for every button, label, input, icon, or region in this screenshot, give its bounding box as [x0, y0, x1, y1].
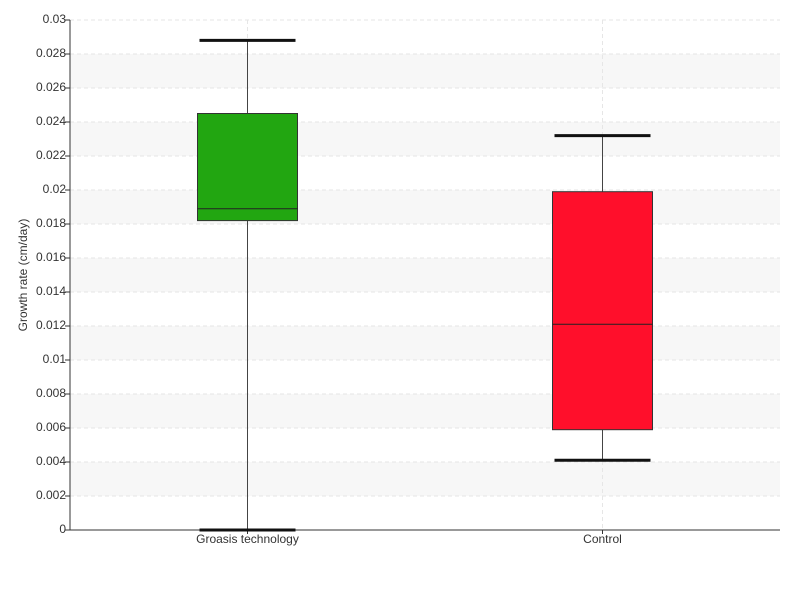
- y-tick-label: 0.004: [36, 454, 66, 468]
- grid-band: [70, 326, 780, 360]
- x-tick-label: Control: [583, 532, 622, 546]
- y-tick-label: 0.012: [36, 318, 66, 332]
- y-tick-label: 0.014: [36, 284, 66, 298]
- grid-band: [70, 462, 780, 496]
- y-tick-label: 0.02: [43, 182, 67, 196]
- grid-band: [70, 394, 780, 428]
- y-tick-label: 0.006: [36, 420, 66, 434]
- box: [197, 113, 298, 222]
- y-axis-label: Growth rate (cm/day): [16, 219, 30, 332]
- y-tick-label: 0.018: [36, 216, 66, 230]
- y-tick-label: 0.008: [36, 386, 66, 400]
- box: [552, 191, 653, 431]
- x-tick-label: Groasis technology: [196, 532, 299, 546]
- grid-band: [70, 258, 780, 292]
- grid-band: [70, 190, 780, 224]
- y-tick-label: 0.03: [43, 12, 67, 26]
- y-tick-label: 0: [59, 522, 66, 536]
- y-tick-label: 0.022: [36, 148, 66, 162]
- y-tick-label: 0.016: [36, 250, 66, 264]
- grid-band: [70, 54, 780, 88]
- grid-band: [70, 122, 780, 156]
- y-tick-label: 0.01: [43, 352, 67, 366]
- y-tick-label: 0.024: [36, 114, 66, 128]
- y-tick-label: 0.028: [36, 46, 66, 60]
- y-tick-label: 0.002: [36, 488, 66, 502]
- y-tick-label: 0.026: [36, 80, 66, 94]
